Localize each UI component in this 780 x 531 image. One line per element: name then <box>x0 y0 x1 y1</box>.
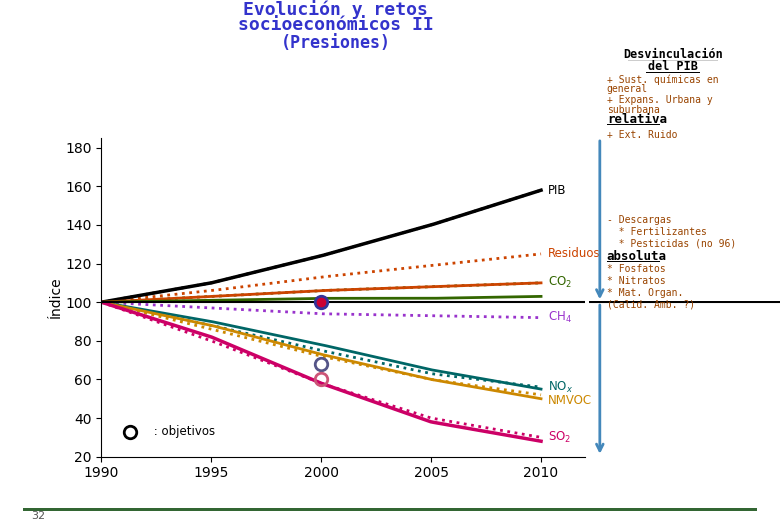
Text: PIB: PIB <box>548 184 566 196</box>
Text: Desvinculación: Desvinculación <box>623 48 723 62</box>
Text: * Fertilizantes: * Fertilizantes <box>607 227 707 237</box>
Text: 32: 32 <box>31 511 45 521</box>
Text: NMVOC: NMVOC <box>548 394 592 407</box>
Text: (Presiones): (Presiones) <box>280 34 391 52</box>
Text: socioeconómicos II: socioeconómicos II <box>238 16 433 35</box>
Text: Residuos: Residuos <box>548 247 601 260</box>
Text: Evolución y retos: Evolución y retos <box>243 0 428 19</box>
Text: * Nitratos: * Nitratos <box>607 276 665 286</box>
Text: + Sust. químicas en: + Sust. químicas en <box>607 74 718 85</box>
Text: NO$_x$: NO$_x$ <box>548 380 573 395</box>
Text: * Pesticidas (no 96): * Pesticidas (no 96) <box>607 238 736 249</box>
Text: general: general <box>607 84 648 95</box>
Text: + Expans. Urbana y: + Expans. Urbana y <box>607 95 713 105</box>
Text: : objetivos: : objetivos <box>150 425 214 438</box>
Text: CO$_2$: CO$_2$ <box>548 276 572 290</box>
Text: del PIB: del PIB <box>648 60 698 73</box>
Text: + Ext. Ruido: + Ext. Ruido <box>607 130 677 140</box>
Text: suburbana: suburbana <box>607 105 660 115</box>
Text: absoluta: absoluta <box>607 250 667 263</box>
Text: relativa: relativa <box>607 113 667 126</box>
Text: (Calid. Amb. ?): (Calid. Amb. ?) <box>607 299 695 310</box>
Text: SO$_2$: SO$_2$ <box>548 430 571 445</box>
Text: CH$_4$: CH$_4$ <box>548 310 572 325</box>
Text: * Fosfatos: * Fosfatos <box>607 264 665 275</box>
Text: * Mat. Organ.: * Mat. Organ. <box>607 288 683 298</box>
Text: - Descargas: - Descargas <box>607 215 672 225</box>
Y-axis label: Índice: Índice <box>48 277 62 318</box>
